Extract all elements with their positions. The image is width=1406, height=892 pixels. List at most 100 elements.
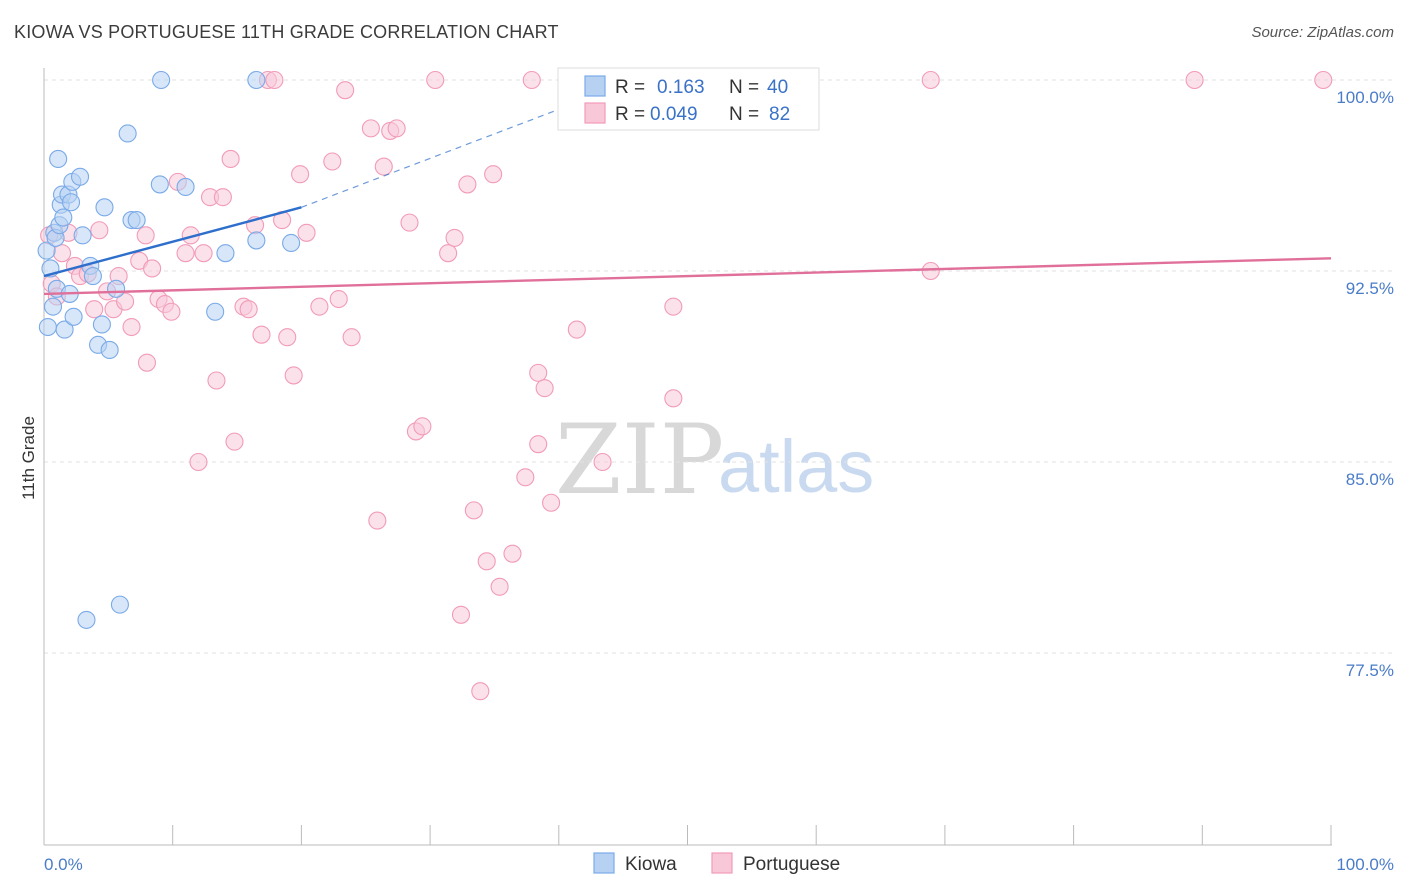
point-kiowa bbox=[176, 177, 195, 197]
point-portuguese bbox=[225, 432, 244, 451]
grid-lines bbox=[44, 79, 1392, 654]
point-portuguese bbox=[426, 70, 445, 90]
x-tick-label-left: 0.0% bbox=[44, 855, 83, 874]
point-kiowa bbox=[64, 307, 83, 326]
point-portuguese bbox=[451, 605, 471, 624]
legend-r-value-kiowa: 0.163 bbox=[657, 77, 705, 98]
point-kiowa bbox=[100, 340, 119, 359]
point-portuguese bbox=[664, 297, 683, 316]
point-kiowa bbox=[83, 267, 102, 286]
legend-r-value-portuguese: 0.049 bbox=[650, 104, 698, 125]
point-portuguese bbox=[162, 302, 181, 321]
point-kiowa bbox=[107, 279, 126, 298]
point-portuguese bbox=[522, 70, 541, 90]
point-portuguese bbox=[361, 119, 380, 138]
point-portuguese bbox=[535, 379, 554, 398]
legend-r-label-kiowa: R = bbox=[615, 77, 645, 98]
point-portuguese bbox=[143, 259, 162, 278]
point-portuguese bbox=[137, 353, 157, 372]
watermark-atlas: atlas bbox=[718, 425, 874, 508]
point-portuguese bbox=[374, 157, 393, 176]
watermark-zip: ZIP bbox=[555, 404, 724, 516]
point-portuguese bbox=[664, 389, 683, 408]
point-portuguese bbox=[567, 320, 586, 339]
point-portuguese bbox=[542, 493, 561, 512]
point-portuguese bbox=[439, 244, 458, 263]
point-kiowa bbox=[38, 317, 57, 337]
point-kiowa bbox=[61, 193, 81, 212]
point-kiowa bbox=[37, 241, 56, 260]
point-portuguese bbox=[221, 149, 240, 168]
point-portuguese bbox=[921, 261, 940, 281]
point-kiowa bbox=[247, 70, 266, 90]
x-ticks bbox=[43, 825, 1332, 845]
point-portuguese bbox=[593, 452, 612, 472]
trend-line-portuguese bbox=[43, 257, 1332, 296]
point-portuguese bbox=[342, 328, 361, 347]
point-kiowa bbox=[70, 167, 90, 186]
point-portuguese bbox=[387, 119, 406, 138]
point-portuguese bbox=[484, 165, 503, 184]
point-kiowa bbox=[110, 595, 129, 614]
point-kiowa bbox=[150, 175, 169, 194]
y-axis-label: 11th Grade bbox=[19, 416, 38, 500]
point-portuguese bbox=[921, 70, 940, 90]
point-portuguese bbox=[529, 435, 548, 454]
bottom-legend: Kiowa Portuguese bbox=[593, 852, 840, 875]
point-kiowa bbox=[95, 198, 114, 217]
point-portuguese bbox=[413, 417, 432, 436]
point-portuguese bbox=[368, 511, 387, 530]
bottom-legend-swatch-portuguese bbox=[711, 852, 733, 874]
scatter-points bbox=[37, 70, 1333, 701]
point-portuguese bbox=[490, 577, 509, 596]
point-kiowa bbox=[118, 124, 137, 143]
point-kiowa bbox=[49, 149, 68, 168]
point-kiowa bbox=[54, 208, 73, 227]
legend-swatch-portuguese bbox=[584, 102, 606, 124]
point-kiowa bbox=[282, 233, 301, 253]
point-portuguese bbox=[1314, 70, 1333, 90]
point-kiowa bbox=[127, 211, 146, 230]
legend-n-value-portuguese: 82 bbox=[769, 104, 790, 125]
y-tick-labels: 100.0% 92.5% 85.0% 77.5% bbox=[1336, 88, 1394, 680]
bottom-legend-label-kiowa: Kiowa bbox=[625, 854, 677, 875]
point-portuguese bbox=[336, 81, 355, 100]
point-portuguese bbox=[529, 363, 548, 382]
y-tick-label: 100.0% bbox=[1336, 88, 1394, 107]
point-portuguese bbox=[471, 682, 490, 701]
legend-swatch-kiowa bbox=[584, 75, 606, 97]
point-kiowa bbox=[77, 610, 96, 629]
point-kiowa bbox=[92, 315, 111, 334]
point-portuguese bbox=[1185, 70, 1204, 90]
point-portuguese bbox=[213, 188, 232, 207]
point-portuguese bbox=[503, 544, 522, 563]
point-portuguese bbox=[239, 300, 258, 319]
point-portuguese bbox=[284, 366, 303, 385]
x-tick-label-right: 100.0% bbox=[1336, 855, 1394, 874]
point-portuguese bbox=[516, 468, 535, 487]
bottom-legend-swatch-kiowa bbox=[593, 852, 615, 874]
chart-source: Source: ZipAtlas.com bbox=[1251, 24, 1394, 41]
point-portuguese bbox=[278, 328, 297, 347]
point-portuguese bbox=[329, 289, 348, 309]
point-portuguese bbox=[194, 244, 213, 263]
watermark: ZIP atlas bbox=[555, 404, 874, 516]
point-portuguese bbox=[291, 165, 310, 184]
point-portuguese bbox=[252, 325, 271, 344]
point-portuguese bbox=[323, 152, 342, 171]
legend: R = 0.163 N = 40 R = 0.049 N = 82 bbox=[557, 67, 820, 131]
chart-title: KIOWA VS PORTUGUESE 11TH GRADE CORRELATI… bbox=[14, 22, 559, 42]
point-portuguese bbox=[52, 244, 72, 263]
legend-n-label-portuguese: N = bbox=[729, 104, 759, 125]
point-kiowa bbox=[55, 320, 74, 339]
point-portuguese bbox=[90, 221, 109, 240]
point-kiowa bbox=[152, 70, 171, 90]
point-portuguese bbox=[464, 501, 483, 520]
point-portuguese bbox=[477, 552, 496, 571]
point-portuguese bbox=[297, 223, 316, 242]
point-kiowa bbox=[247, 231, 266, 250]
point-portuguese bbox=[400, 213, 419, 232]
bottom-legend-label-portuguese: Portuguese bbox=[743, 854, 840, 875]
legend-r-label-portuguese: R = bbox=[615, 104, 645, 125]
